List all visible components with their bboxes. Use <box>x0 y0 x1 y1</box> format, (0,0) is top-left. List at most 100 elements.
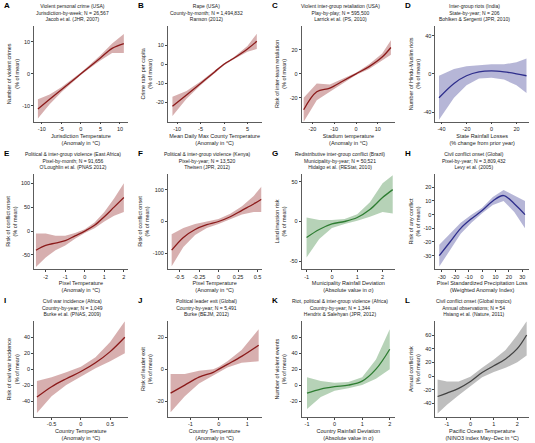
svg-text:100: 100 <box>21 180 30 186</box>
svg-text:-0.5: -0.5 <box>175 274 184 280</box>
svg-text:B: B <box>138 1 144 10</box>
svg-text:Rape (USA)County-by-month; N =: Rape (USA)County-by-month; N = 1,494,832… <box>170 3 243 22</box>
svg-text:A: A <box>4 1 10 10</box>
svg-text:2: 2 <box>381 274 384 280</box>
svg-text:Land invasion risk(% of mean): Land invasion risk(% of mean) <box>274 199 287 243</box>
svg-text:Mean Daily Max County Temperat: Mean Daily Max County Temperature(Anomal… <box>169 133 260 146</box>
svg-text:-40: -40 <box>423 400 431 406</box>
svg-text:J: J <box>138 296 142 305</box>
svg-text:-5: -5 <box>198 126 203 132</box>
svg-text:0: 0 <box>161 61 164 67</box>
svg-text:0: 0 <box>428 373 431 379</box>
svg-text:20: 20 <box>425 184 431 190</box>
svg-text:Risk of leader exit(% of mean): Risk of leader exit(% of mean) <box>140 347 153 391</box>
svg-text:20: 20 <box>291 366 297 372</box>
svg-text:Pixel Temperature(Anomaly in °: Pixel Temperature(Anomaly in °C) <box>59 280 103 293</box>
svg-text:Inter-group riots (India)State: Inter-group riots (India)State-by-year; … <box>439 3 510 22</box>
svg-text:-10: -10 <box>423 225 431 231</box>
svg-text:-20: -20 <box>463 126 471 132</box>
svg-text:-20: -20 <box>308 126 316 132</box>
svg-text:0.5: 0.5 <box>106 421 114 427</box>
svg-text:10: 10 <box>158 42 164 48</box>
svg-text:0: 0 <box>79 421 82 427</box>
svg-text:Country Temperature(Anomaly in: Country Temperature(Anomaly in °C) <box>55 428 107 441</box>
svg-text:1: 1 <box>246 421 249 427</box>
svg-text:0: 0 <box>79 126 82 132</box>
svg-text:0: 0 <box>27 71 30 77</box>
svg-text:2: 2 <box>516 421 519 427</box>
svg-text:-40: -40 <box>22 398 30 404</box>
svg-text:0: 0 <box>27 366 30 372</box>
svg-text:-10: -10 <box>156 80 164 86</box>
svg-text:1: 1 <box>356 274 359 280</box>
svg-text:-50: -50 <box>290 258 298 264</box>
svg-text:Political & inter-group violen: Political & inter-group violence (Kenya)… <box>164 151 250 170</box>
svg-text:0: 0 <box>295 71 298 77</box>
svg-text:-20: -20 <box>156 398 164 404</box>
svg-text:Municipality Rainfall Deviatio: Municipality Rainfall Deviation(Absolute… <box>312 280 385 293</box>
svg-text:Risk of conflict onset(% of me: Risk of conflict onset(% of mean) <box>5 196 18 247</box>
svg-text:10: 10 <box>492 274 498 280</box>
svg-text:-20: -20 <box>423 387 431 393</box>
svg-text:10: 10 <box>117 126 123 132</box>
svg-text:Civil war incidence (Africa)Co: Civil war incidence (Africa)Country-by-y… <box>42 298 103 317</box>
svg-text:1: 1 <box>361 421 364 427</box>
svg-text:0: 0 <box>481 274 484 280</box>
svg-text:Civil conflict onset (Global t: Civil conflict onset (Global tropics)Ann… <box>436 298 512 317</box>
svg-text:Riot, political & inter-group: Riot, political & inter-group violence (… <box>292 298 388 317</box>
svg-text:-30: -30 <box>438 274 446 280</box>
svg-text:0: 0 <box>217 274 220 280</box>
svg-text:1: 1 <box>103 274 106 280</box>
svg-text:-10: -10 <box>330 126 338 132</box>
svg-text:0: 0 <box>428 212 431 218</box>
svg-text:40: 40 <box>425 346 431 352</box>
svg-text:0: 0 <box>222 126 225 132</box>
svg-text:L: L <box>405 296 410 305</box>
svg-text:-40: -40 <box>438 126 446 132</box>
svg-text:60: 60 <box>425 332 431 338</box>
svg-text:0: 0 <box>333 421 336 427</box>
svg-text:D: D <box>405 1 411 10</box>
svg-text:Annual conflict risk(% of mean: Annual conflict risk(% of mean) <box>408 346 421 392</box>
svg-text:Stadium temperature(Anomaly in: Stadium temperature(Anomaly in °C) <box>323 133 374 146</box>
svg-text:C: C <box>272 1 278 10</box>
svg-text:-10: -10 <box>465 274 473 280</box>
svg-text:0: 0 <box>428 71 431 77</box>
svg-text:H: H <box>405 149 411 158</box>
svg-text:0: 0 <box>490 126 493 132</box>
svg-text:State Rainfall Losses(% change: State Rainfall Losses(% change from prio… <box>449 133 515 146</box>
svg-text:20: 20 <box>291 47 297 53</box>
svg-text:Crime rate per capita(% of mea: Crime rate per capita(% of mean) <box>140 47 153 99</box>
svg-text:0: 0 <box>330 274 333 280</box>
svg-text:Risk of any conflict(% of mean: Risk of any conflict(% of mean) <box>408 198 421 244</box>
svg-text:Country Temperature(Anomaly in: Country Temperature(Anomaly in °C) <box>189 428 241 441</box>
svg-text:-10: -10 <box>22 103 30 109</box>
svg-text:Number of violent crimes(% of: Number of violent crimes(% of mean) <box>6 43 19 104</box>
svg-text:-1: -1 <box>445 421 450 427</box>
svg-text:Number of violent events(% of: Number of violent events(% of mean) <box>274 339 287 400</box>
svg-text:-1: -1 <box>188 421 193 427</box>
svg-text:-20: -20 <box>451 274 459 280</box>
svg-text:-20: -20 <box>290 398 298 404</box>
svg-text:40: 40 <box>291 350 297 356</box>
svg-text:-20: -20 <box>22 382 30 388</box>
svg-text:Redistributive inter-group con: Redistributive inter-group conflict (Bra… <box>295 151 385 170</box>
svg-text:60: 60 <box>291 334 297 340</box>
svg-text:0: 0 <box>295 382 298 388</box>
svg-text:-20: -20 <box>290 95 298 101</box>
svg-text:0: 0 <box>83 274 86 280</box>
svg-text:0: 0 <box>161 366 164 372</box>
svg-text:-20: -20 <box>423 239 431 245</box>
svg-text:0: 0 <box>354 126 357 132</box>
svg-text:-30: -30 <box>423 253 431 259</box>
svg-text:20: 20 <box>158 334 164 340</box>
svg-text:20: 20 <box>506 274 512 280</box>
svg-text:Violent inter-group retaliatio: Violent inter-group retaliation (USA)Pla… <box>301 3 380 22</box>
svg-text:-2: -2 <box>43 274 48 280</box>
svg-text:-1: -1 <box>63 274 68 280</box>
svg-text:-100: -100 <box>153 250 164 256</box>
svg-text:0.5: 0.5 <box>254 274 262 280</box>
svg-text:F: F <box>138 149 143 158</box>
svg-text:-5: -5 <box>59 126 64 132</box>
svg-text:I: I <box>4 296 6 305</box>
